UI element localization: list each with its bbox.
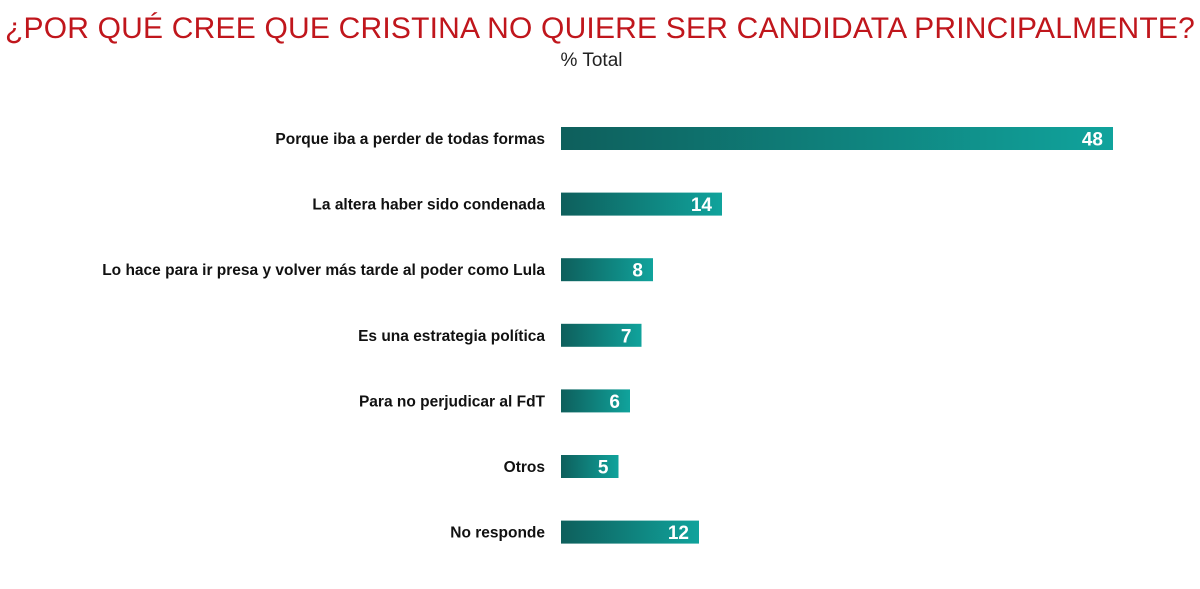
category-label-5: Para no perjudicar al FdT — [359, 393, 546, 410]
category-label-2: La altera haber sido condenada — [312, 197, 545, 214]
bar-1 — [561, 127, 1113, 150]
bars-group: Porque iba a perder de todas formas 48 La … — [102, 127, 1113, 544]
value-label-6: 5 — [598, 458, 609, 479]
value-label-4: 7 — [621, 326, 632, 347]
value-label-1: 48 — [1082, 130, 1103, 151]
category-label-4: Es una estrategia política — [358, 328, 545, 345]
bar-5 — [561, 389, 630, 413]
category-label-7: No responde — [450, 525, 545, 542]
value-label-5: 6 — [609, 392, 620, 413]
bar-2 — [561, 192, 722, 216]
category-label-6: Otros — [504, 459, 545, 476]
value-label-2: 14 — [691, 195, 713, 216]
bar-3 — [561, 258, 653, 282]
category-label-3: Lo hace para ir presa y volver más tarde… — [102, 262, 545, 279]
category-label-1: Porque iba a perder de todas formas — [275, 131, 545, 148]
bar-4 — [561, 323, 642, 347]
chart-title: ¿POR QUÉ CREE QUE CRISTINA NO QUIERE SER… — [4, 12, 1196, 45]
value-label-3: 8 — [632, 261, 643, 282]
chart-subtitle: % Total — [560, 50, 623, 71]
value-label-7: 12 — [668, 523, 689, 544]
bar-6 — [561, 455, 619, 478]
bar-7 — [561, 520, 699, 544]
